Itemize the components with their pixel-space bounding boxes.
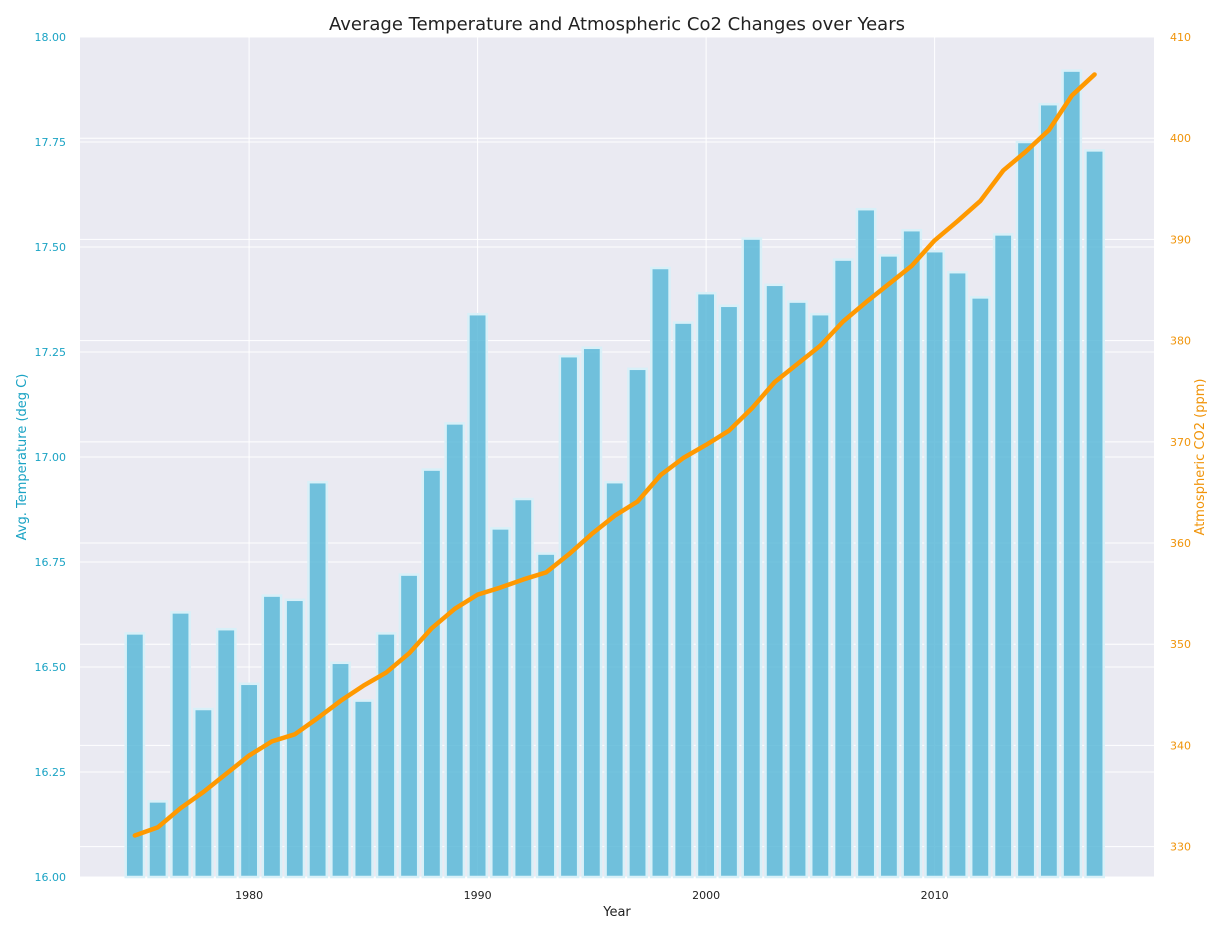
x-tick-label: 1990: [464, 889, 492, 902]
y-axis-left-label: Avg. Temperature (deg C): [15, 374, 30, 541]
temperature-bar: [695, 291, 717, 879]
temperature-bar: [855, 207, 877, 879]
y-left-tick-label: 18.00: [35, 31, 67, 44]
temperature-bar: [650, 266, 671, 879]
temperature-bar: [398, 573, 420, 879]
x-tick-label: 2010: [921, 889, 949, 902]
temperature-bar: [969, 296, 991, 879]
temperature-bars: [124, 69, 1105, 879]
temperature-bar: [330, 661, 351, 879]
temperature-bar: [764, 283, 786, 879]
y-left-tick-label: 16.75: [35, 556, 67, 569]
co2-line-layer: [132, 72, 1097, 838]
temperature-bar: [787, 300, 808, 879]
temperature-bar: [444, 422, 466, 879]
y-right-tick-label: 340: [1170, 739, 1191, 752]
temperature-bar: [170, 611, 191, 879]
temperature-bar: [741, 237, 763, 879]
y-left-tick-label: 17.75: [35, 136, 67, 149]
temperature-bar: [878, 254, 900, 879]
chart-title: Average Temperature and Atmospheric Co2 …: [329, 14, 905, 35]
temperature-bar: [627, 367, 648, 879]
co2-line: [132, 72, 1097, 838]
x-tick-label: 2000: [692, 889, 720, 902]
x-tick-label: 1980: [235, 889, 263, 902]
temperature-bar: [581, 346, 603, 879]
tick-labels: 16.00 16.25 16.50 16.75 17.00 17.25 17.50 17.75…: [35, 31, 1192, 902]
temperature-bar: [1038, 102, 1060, 879]
temperature-bar: [512, 497, 534, 879]
y-left-tick-label: 16.25: [35, 766, 67, 779]
temperature-bar: [924, 249, 946, 879]
temperature-bar: [992, 233, 1014, 879]
y-right-tick-label: 350: [1170, 638, 1191, 651]
temperature-bar: [124, 632, 146, 879]
y-left-tick-label: 17.25: [35, 346, 67, 359]
y-right-tick-label: 360: [1170, 537, 1191, 550]
temperature-bar: [238, 682, 260, 879]
temperature-bar: [147, 800, 169, 879]
y-left-tick-label: 16.00: [35, 871, 67, 884]
temperature-bar: [604, 480, 626, 879]
temperature-bar: [809, 312, 831, 879]
y-left-tick-label: 17.00: [35, 451, 67, 464]
temperature-bar: [947, 270, 968, 879]
temperature-bar: [375, 632, 397, 879]
temperature-bar: [215, 627, 237, 879]
y-right-tick-label: 370: [1170, 436, 1191, 449]
x-axis-label: Year: [602, 905, 631, 920]
temperature-bar: [261, 594, 283, 879]
temperature-bar: [352, 699, 374, 879]
temperature-bar: [1015, 140, 1037, 879]
y-right-tick-label: 380: [1170, 335, 1191, 348]
temperature-bar: [535, 552, 557, 879]
temperature-bar: [718, 304, 740, 879]
temperature-bar: [901, 228, 923, 879]
temperature-bar: [1084, 149, 1105, 879]
y-right-tick-label: 400: [1170, 132, 1191, 145]
temperature-bar: [307, 480, 329, 879]
temperature-bar: [421, 468, 443, 879]
temperature-bar: [490, 527, 511, 879]
y-left-tick-label: 17.50: [35, 241, 67, 254]
y-left-tick-label: 16.50: [35, 661, 67, 674]
temperature-bar: [832, 258, 854, 879]
temperature-bar: [558, 354, 580, 879]
y-right-tick-label: 330: [1170, 841, 1191, 854]
y-right-tick-label: 410: [1170, 31, 1191, 44]
temperature-bar: [672, 321, 694, 879]
y-axis-right-label: Atmospheric CO2 (ppm): [1193, 379, 1208, 536]
y-right-tick-label: 390: [1170, 233, 1191, 246]
temperature-bar: [1061, 69, 1083, 879]
